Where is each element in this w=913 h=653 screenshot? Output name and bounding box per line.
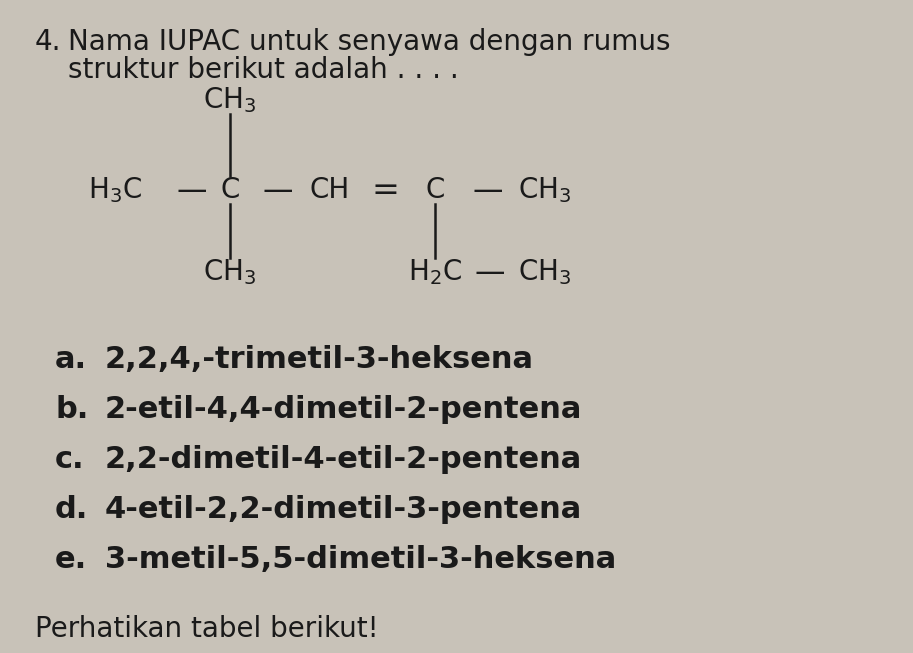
Text: H$_3$C: H$_3$C bbox=[88, 175, 142, 205]
Text: CH: CH bbox=[310, 176, 350, 204]
Text: b.: b. bbox=[55, 395, 89, 424]
Text: 4-etil-2,2-dimetil-3-pentena: 4-etil-2,2-dimetil-3-pentena bbox=[105, 495, 582, 524]
Text: struktur berikut adalah . . . .: struktur berikut adalah . . . . bbox=[68, 56, 458, 84]
Text: C: C bbox=[220, 176, 240, 204]
Text: a.: a. bbox=[55, 345, 87, 374]
Text: 2-etil-4,4-dimetil-2-pentena: 2-etil-4,4-dimetil-2-pentena bbox=[105, 395, 582, 424]
Text: Nama IUPAC untuk senyawa dengan rumus: Nama IUPAC untuk senyawa dengan rumus bbox=[68, 28, 670, 56]
Text: H$_2$C: H$_2$C bbox=[408, 257, 462, 287]
Text: 4.: 4. bbox=[35, 28, 61, 56]
Text: —: — bbox=[475, 257, 505, 287]
Text: d.: d. bbox=[55, 495, 89, 524]
Text: Perhatikan tabel berikut!: Perhatikan tabel berikut! bbox=[35, 615, 379, 643]
Text: —: — bbox=[177, 176, 207, 204]
Text: C: C bbox=[425, 176, 445, 204]
Text: CH$_3$: CH$_3$ bbox=[519, 175, 572, 205]
Text: CH$_3$: CH$_3$ bbox=[519, 257, 572, 287]
Text: c.: c. bbox=[55, 445, 85, 474]
Text: —: — bbox=[263, 176, 293, 204]
Text: CH$_3$: CH$_3$ bbox=[204, 257, 257, 287]
Text: e.: e. bbox=[55, 545, 88, 574]
Text: 2,2-dimetil-4-etil-2-pentena: 2,2-dimetil-4-etil-2-pentena bbox=[105, 445, 582, 474]
Text: —: — bbox=[473, 176, 503, 204]
Text: 2,2,4,-trimetil-3-heksena: 2,2,4,-trimetil-3-heksena bbox=[105, 345, 534, 374]
Text: 3-metil-5,5-dimetil-3-heksena: 3-metil-5,5-dimetil-3-heksena bbox=[105, 545, 616, 574]
Text: CH$_3$: CH$_3$ bbox=[204, 85, 257, 115]
Text: =: = bbox=[371, 174, 399, 206]
